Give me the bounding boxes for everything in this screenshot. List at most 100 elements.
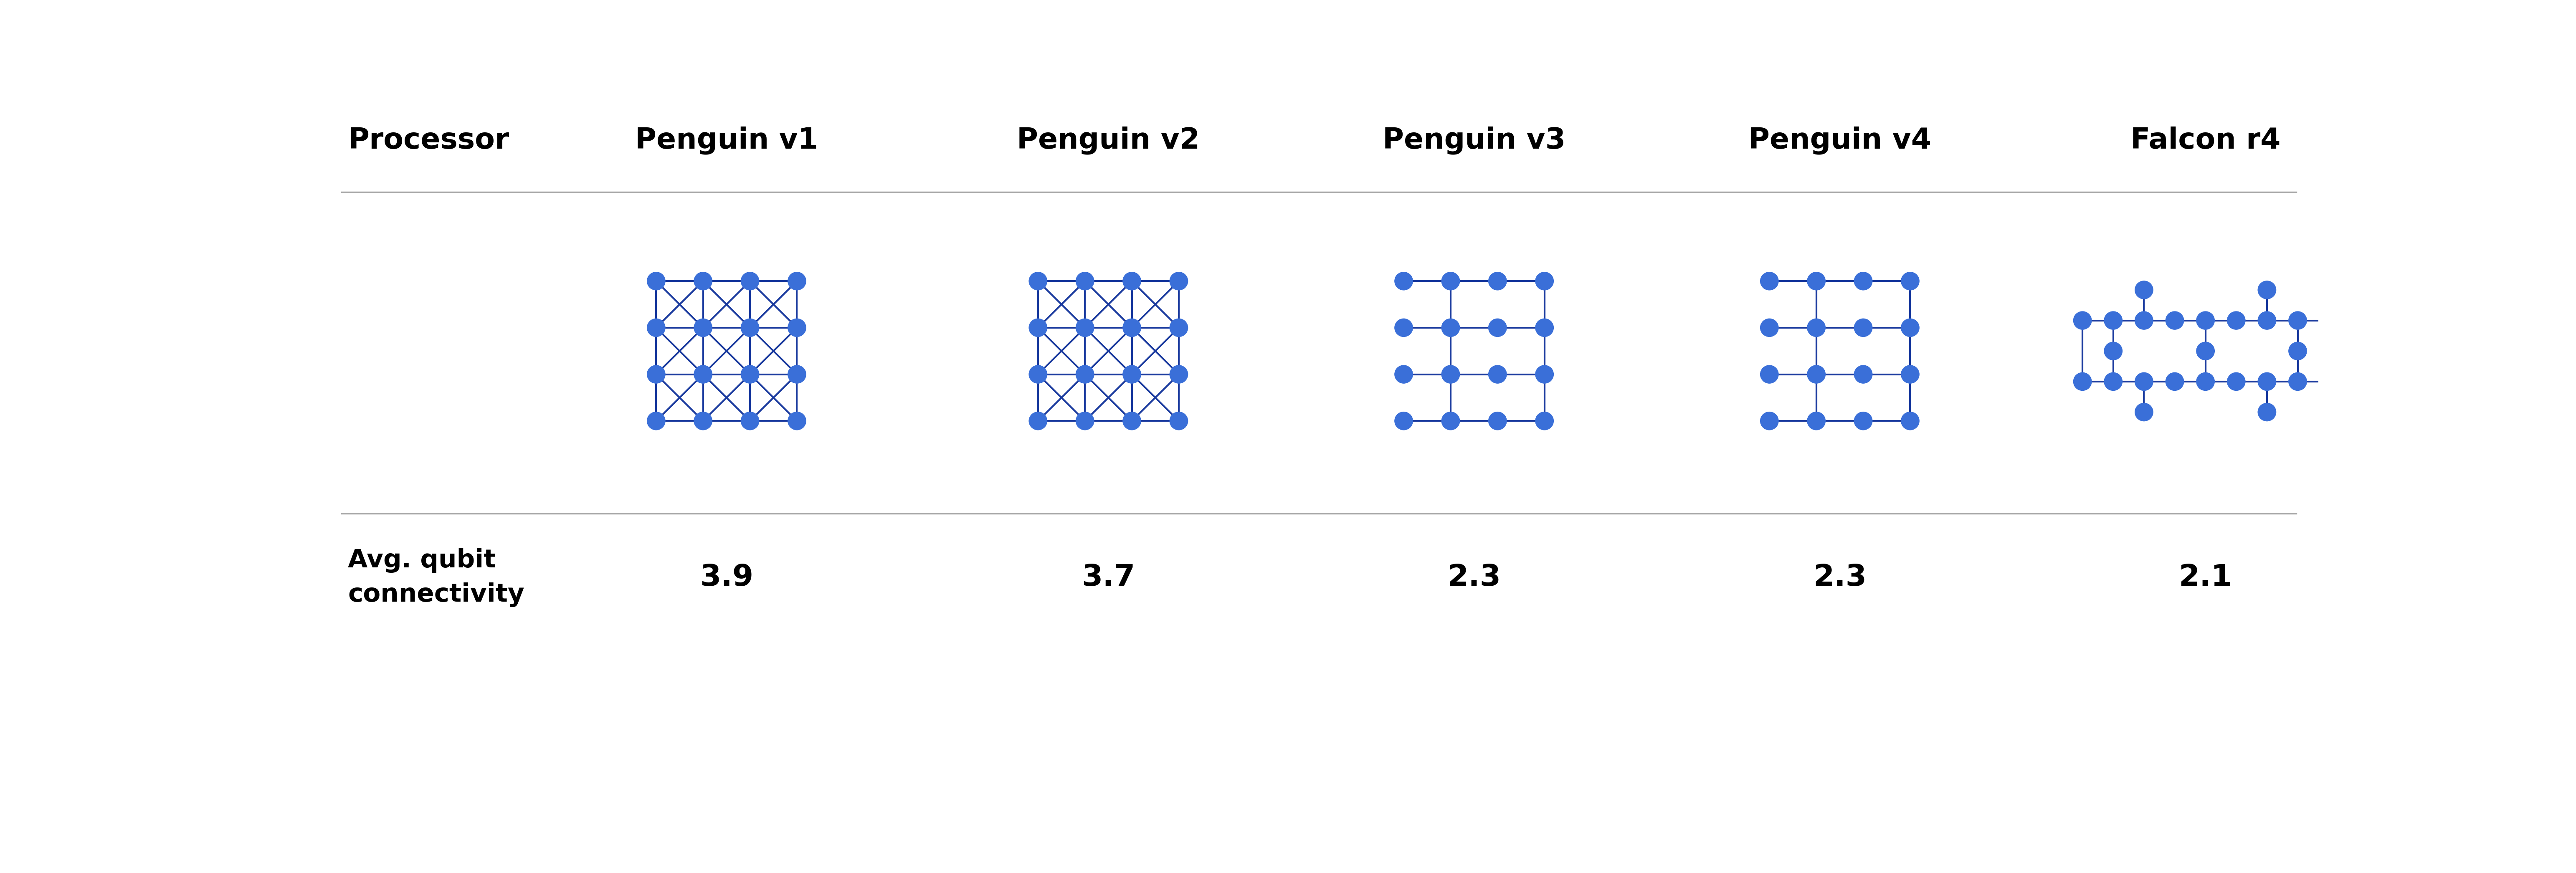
Circle shape xyxy=(1901,319,1919,337)
Circle shape xyxy=(2105,312,2123,329)
Circle shape xyxy=(1808,412,1826,430)
Circle shape xyxy=(788,412,806,430)
Circle shape xyxy=(1489,412,1507,430)
Circle shape xyxy=(1535,412,1553,430)
Circle shape xyxy=(1855,319,1873,337)
Text: Penguin v3: Penguin v3 xyxy=(1383,127,1566,155)
Circle shape xyxy=(2259,281,2277,299)
Circle shape xyxy=(742,365,760,383)
Circle shape xyxy=(647,272,665,290)
Text: Processor: Processor xyxy=(348,127,510,155)
Circle shape xyxy=(1901,272,1919,290)
Circle shape xyxy=(1855,412,1873,430)
Text: 2.1: 2.1 xyxy=(2179,563,2233,592)
Circle shape xyxy=(1123,412,1141,430)
Circle shape xyxy=(742,412,760,430)
Circle shape xyxy=(1759,365,1777,383)
Text: 3.7: 3.7 xyxy=(1082,563,1136,592)
Circle shape xyxy=(1077,319,1095,337)
Circle shape xyxy=(2228,373,2246,390)
Circle shape xyxy=(2197,312,2215,329)
Circle shape xyxy=(2287,312,2306,329)
Circle shape xyxy=(2259,403,2277,421)
Circle shape xyxy=(1170,365,1188,383)
Circle shape xyxy=(1759,272,1777,290)
Circle shape xyxy=(1028,412,1046,430)
Circle shape xyxy=(1170,412,1188,430)
Circle shape xyxy=(1855,365,1873,383)
Circle shape xyxy=(1489,365,1507,383)
Circle shape xyxy=(1394,272,1412,290)
Circle shape xyxy=(1901,412,1919,430)
Circle shape xyxy=(1028,272,1046,290)
Circle shape xyxy=(1077,365,1095,383)
Circle shape xyxy=(1028,319,1046,337)
Circle shape xyxy=(1394,319,1412,337)
Circle shape xyxy=(1123,272,1141,290)
Circle shape xyxy=(2318,373,2336,390)
Circle shape xyxy=(1535,365,1553,383)
Circle shape xyxy=(1077,272,1095,290)
Circle shape xyxy=(1489,319,1507,337)
Circle shape xyxy=(2166,373,2184,390)
Circle shape xyxy=(1759,412,1777,430)
Circle shape xyxy=(647,365,665,383)
Circle shape xyxy=(2136,403,2154,421)
Circle shape xyxy=(647,412,665,430)
Circle shape xyxy=(1759,319,1777,337)
Circle shape xyxy=(1443,272,1461,290)
Circle shape xyxy=(693,272,711,290)
Circle shape xyxy=(2287,373,2306,390)
Text: Penguin v2: Penguin v2 xyxy=(1018,127,1200,155)
Text: 2.3: 2.3 xyxy=(1814,563,1868,592)
Circle shape xyxy=(2166,312,2184,329)
Circle shape xyxy=(2228,312,2246,329)
Circle shape xyxy=(2074,312,2092,329)
Circle shape xyxy=(2197,373,2215,390)
Text: Penguin v1: Penguin v1 xyxy=(636,127,819,155)
Circle shape xyxy=(1535,272,1553,290)
Circle shape xyxy=(1394,412,1412,430)
Text: Avg. qubit
connectivity: Avg. qubit connectivity xyxy=(348,548,526,607)
Circle shape xyxy=(788,272,806,290)
Circle shape xyxy=(1170,272,1188,290)
Text: 2.3: 2.3 xyxy=(1448,563,1502,592)
Circle shape xyxy=(2287,342,2306,360)
Circle shape xyxy=(2136,281,2154,299)
Circle shape xyxy=(693,365,711,383)
Circle shape xyxy=(1808,272,1826,290)
Circle shape xyxy=(1443,319,1461,337)
Circle shape xyxy=(1170,319,1188,337)
Circle shape xyxy=(2197,342,2215,360)
Circle shape xyxy=(1901,365,1919,383)
Circle shape xyxy=(1123,365,1141,383)
Circle shape xyxy=(2318,312,2336,329)
Circle shape xyxy=(2259,373,2277,390)
Circle shape xyxy=(2105,373,2123,390)
Text: Penguin v4: Penguin v4 xyxy=(1749,127,1932,155)
Circle shape xyxy=(788,319,806,337)
Circle shape xyxy=(1443,412,1461,430)
Circle shape xyxy=(1855,272,1873,290)
Text: Falcon r4: Falcon r4 xyxy=(2130,127,2280,155)
Circle shape xyxy=(2259,312,2277,329)
Circle shape xyxy=(1077,412,1095,430)
Circle shape xyxy=(647,319,665,337)
Circle shape xyxy=(2074,373,2092,390)
Circle shape xyxy=(1489,272,1507,290)
Text: 3.9: 3.9 xyxy=(701,563,752,592)
Circle shape xyxy=(788,365,806,383)
Circle shape xyxy=(2136,373,2154,390)
Circle shape xyxy=(2136,312,2154,329)
Circle shape xyxy=(742,319,760,337)
Circle shape xyxy=(693,319,711,337)
Circle shape xyxy=(1123,319,1141,337)
Circle shape xyxy=(2105,342,2123,360)
Circle shape xyxy=(742,272,760,290)
Circle shape xyxy=(1394,365,1412,383)
Circle shape xyxy=(1535,319,1553,337)
Circle shape xyxy=(693,412,711,430)
Circle shape xyxy=(1443,365,1461,383)
Circle shape xyxy=(1028,365,1046,383)
Circle shape xyxy=(1808,319,1826,337)
